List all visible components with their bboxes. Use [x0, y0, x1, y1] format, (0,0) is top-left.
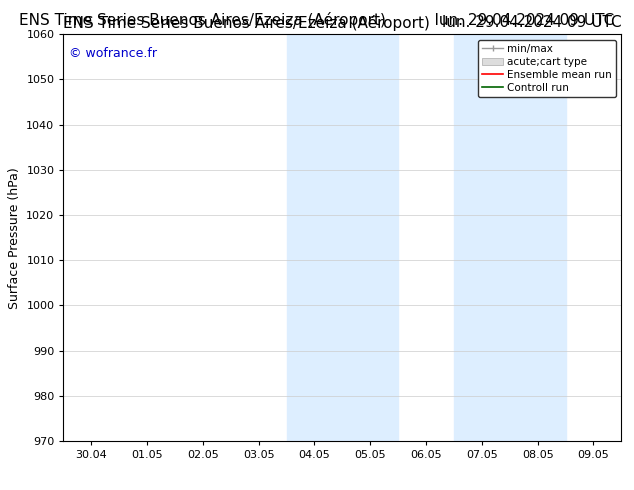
- Bar: [454, 34, 510, 441]
- Y-axis label: Surface Pressure (hPa): Surface Pressure (hPa): [8, 167, 21, 309]
- Bar: [287, 34, 342, 441]
- Legend: min/max, acute;cart type, Ensemble mean run, Controll run: min/max, acute;cart type, Ensemble mean …: [478, 40, 616, 97]
- Text: ENS Time Series Buenos Aires/Ezeiza (Aéroport)          lun. 29.04.2024 09 UTC: ENS Time Series Buenos Aires/Ezeiza (Aér…: [20, 12, 614, 28]
- Text: lun. 29.04.2024 09 UTC: lun. 29.04.2024 09 UTC: [442, 15, 621, 30]
- Bar: [510, 34, 566, 441]
- Text: ENS Time Series Buenos Aires/Ezeiza (Aéroport): ENS Time Series Buenos Aires/Ezeiza (Aér…: [63, 15, 430, 31]
- Bar: [342, 34, 398, 441]
- Text: © wofrance.fr: © wofrance.fr: [69, 47, 157, 59]
